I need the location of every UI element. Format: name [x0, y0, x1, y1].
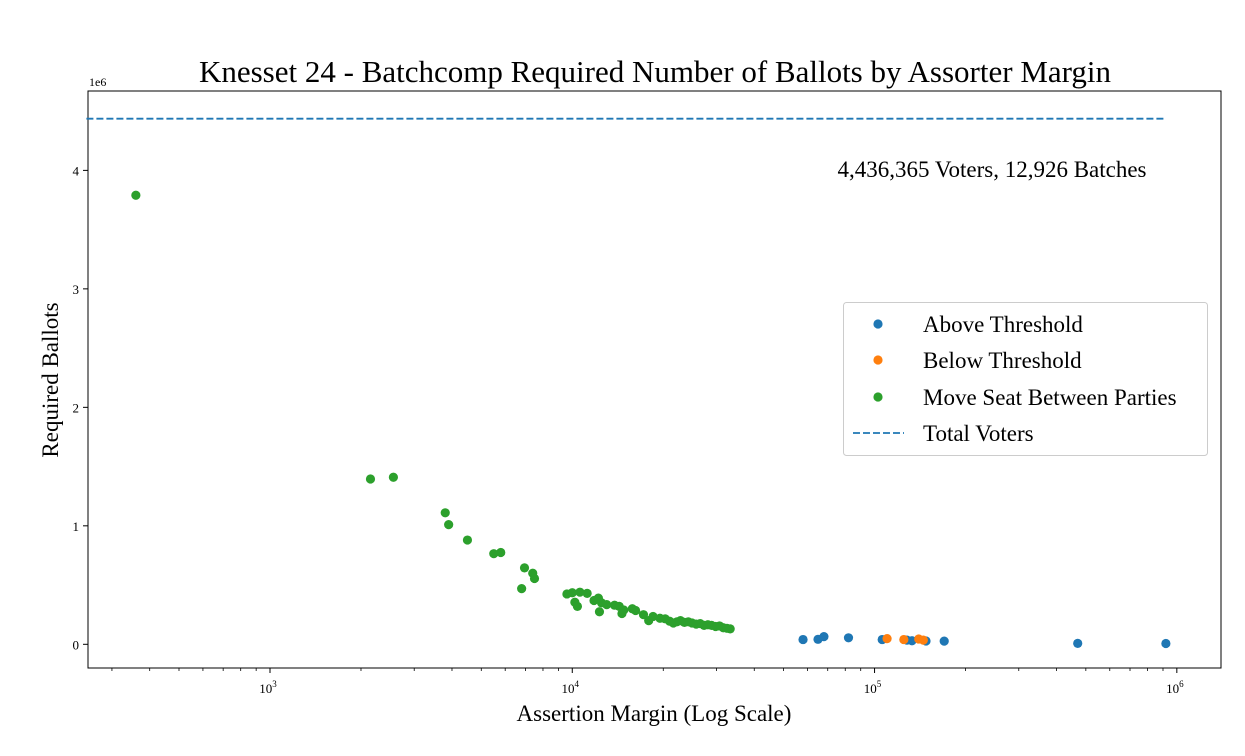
move-seat-between-parties-point-20	[594, 607, 605, 617]
move-seat-between-parties-point-22	[602, 600, 612, 610]
move-seat-between-parties-point-9	[519, 563, 530, 573]
move-seat-between-parties-point-8	[517, 584, 527, 594]
above-threshold-point-3	[843, 633, 854, 643]
move-seat-between-parties-point-4	[444, 520, 454, 530]
x-tick-label-0: 103	[259, 679, 277, 696]
data-points	[131, 190, 1171, 649]
move-seat-between-parties-point-50	[725, 624, 735, 634]
move-seat-between-parties-point-26	[619, 605, 629, 615]
plot-area	[87, 90, 1222, 669]
move-seat-between-parties-point-7	[496, 547, 506, 558]
legend-label-below-threshold: Below Threshold	[923, 348, 1082, 373]
legend-label-total-voters: Total Voters	[923, 421, 1034, 446]
above-threshold-point-9	[1073, 638, 1083, 648]
x-tick-label-1: 104	[562, 679, 580, 696]
legend-label-above-threshold: Above Threshold	[923, 312, 1083, 337]
legend-marker-move-seat-between-parties	[873, 392, 883, 402]
move-seat-between-parties-point-28	[631, 605, 641, 616]
move-seat-between-parties-point-6	[489, 549, 499, 559]
move-seat-between-parties-point-13	[567, 588, 577, 598]
legend: Above Threshold Below Threshold Move Seat …	[843, 302, 1208, 456]
below-threshold-point-3	[918, 635, 928, 645]
move-seat-between-parties-point-17	[582, 588, 592, 598]
move-seat-between-parties-point-29	[638, 610, 649, 620]
below-threshold-point-0	[882, 634, 892, 644]
move-seat-between-parties-point-31	[648, 611, 658, 622]
legend-marker-above-threshold	[873, 319, 883, 329]
y-axis-offset-label: 1e6	[89, 75, 106, 89]
x-tick-label-2: 105	[864, 679, 882, 696]
legend-label-move-seat-between-parties: Move Seat Between Parties	[923, 385, 1177, 410]
y-axis-ticks: 0 1 2 3 4	[73, 163, 88, 652]
above-threshold-point-0	[798, 634, 808, 645]
x-axis-label: Assertion Margin (Log Scale)	[517, 701, 792, 726]
above-threshold-point-10	[1161, 638, 1171, 649]
y-tick-label-0: 0	[73, 637, 80, 652]
above-threshold-point-2	[819, 632, 829, 642]
move-seat-between-parties-point-5	[462, 535, 473, 545]
y-axis-label: Required Ballots	[38, 302, 63, 457]
move-seat-between-parties-point-3	[440, 508, 450, 518]
y-tick-label-3: 3	[73, 282, 80, 297]
y-tick-label-1: 1	[73, 519, 80, 534]
move-seat-between-parties-point-11	[529, 573, 540, 584]
below-threshold-point-1	[899, 634, 909, 645]
move-seat-between-parties-point-2	[388, 472, 398, 482]
above-threshold-point-8	[939, 636, 949, 646]
chart-title: Knesset 24 - Batchcomp Required Number o…	[199, 54, 1112, 89]
annotation-text: 4,436,365 Voters, 12,926 Batches	[838, 157, 1147, 182]
y-tick-label-2: 2	[73, 400, 80, 415]
x-axis-ticks: 103 104 105 106	[111, 668, 1184, 696]
move-seat-between-parties-point-0	[131, 190, 141, 200]
y-tick-label-4: 4	[73, 163, 80, 178]
move-seat-between-parties-point-15	[572, 601, 583, 611]
x-tick-label-3: 106	[1166, 679, 1184, 696]
move-seat-between-parties-point-16	[575, 587, 585, 597]
move-seat-between-parties-point-1	[365, 474, 376, 484]
legend-marker-below-threshold	[873, 355, 883, 365]
legend-box	[843, 302, 1208, 456]
